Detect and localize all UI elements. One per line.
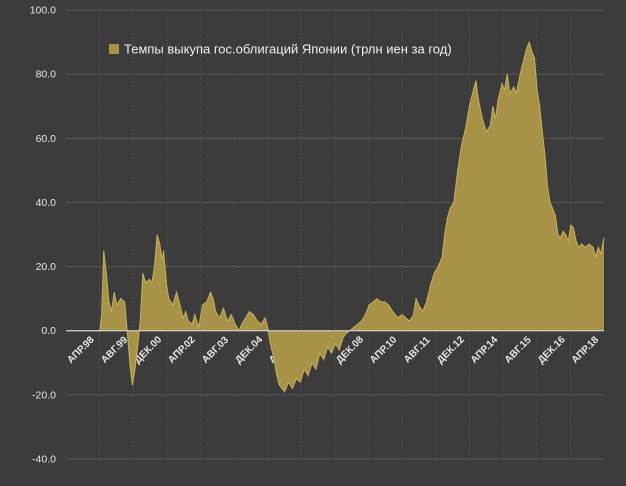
x-tick-label: АПР.10: [368, 334, 400, 366]
x-tick-label: ДЕК.16: [536, 334, 568, 366]
x-tick-label: АПР.02: [166, 334, 198, 366]
y-tick-label: 100.0: [30, 5, 56, 17]
y-tick-label: 0.0: [41, 325, 56, 337]
y-axis-ticks: 100.0 80.0 60.0 40.0 20.0 0.0 -20.0 -40.0: [30, 5, 56, 466]
y-tick-label: 20.0: [36, 261, 57, 273]
y-tick-label: 60.0: [36, 133, 57, 145]
legend-label: Темпы выкупа гос.облигаций Японии (трлн …: [124, 42, 452, 57]
x-tick-label: АВГ.03: [200, 334, 231, 365]
legend-swatch: [109, 44, 119, 54]
x-tick-label: АПР.98: [65, 334, 97, 366]
x-tick-label: АПР.18: [570, 334, 602, 366]
x-tick-label: АВГ.15: [503, 334, 534, 365]
x-tick-label: АВГ.99: [99, 334, 130, 365]
x-tick-label: АВГ.11: [402, 335, 433, 366]
y-tick-label: -40.0: [32, 454, 56, 466]
y-tick-label: 40.0: [36, 197, 57, 209]
series-area: [66, 42, 604, 392]
y-tick-label: 80.0: [36, 69, 57, 81]
x-tick-label: ДЕК.04: [233, 334, 265, 366]
x-tick-label: ДЕК.12: [435, 334, 467, 366]
y-tick-label: -20.0: [32, 389, 56, 401]
x-tick-label: АПР.14: [469, 334, 501, 366]
legend: Темпы выкупа гос.облигаций Японии (трлн …: [109, 42, 452, 57]
